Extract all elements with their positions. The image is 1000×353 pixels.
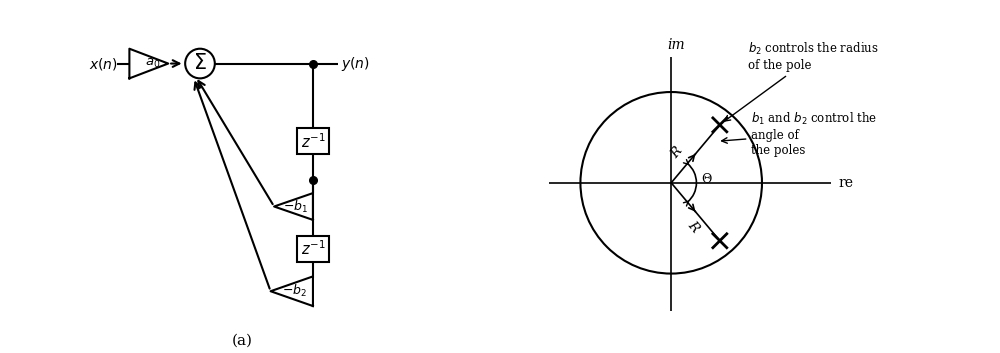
Text: im: im [667,38,685,52]
Text: $\Sigma$: $\Sigma$ [193,53,207,73]
Text: re: re [839,176,854,190]
Text: $a_0$: $a_0$ [145,57,160,70]
Text: R: R [669,145,685,161]
Text: Θ: Θ [701,173,712,186]
Text: $b_1$ and $b_2$ control the
angle of
the poles: $b_1$ and $b_2$ control the angle of the… [722,110,878,157]
Text: $y(n)$: $y(n)$ [341,55,370,72]
Text: $z^{-1}$: $z^{-1}$ [301,240,325,258]
Text: $z^{-1}$: $z^{-1}$ [301,132,325,150]
Text: $-b_1$: $-b_1$ [283,198,309,215]
Text: $b_2$ controls the radius
of the pole: $b_2$ controls the radius of the pole [725,41,878,121]
Text: $x(n)$: $x(n)$ [89,55,118,72]
Text: (a): (a) [232,334,253,348]
Text: R: R [685,219,701,234]
Bar [297,128,329,154]
Text: $-b_2$: $-b_2$ [282,283,307,299]
Bar [297,235,329,262]
